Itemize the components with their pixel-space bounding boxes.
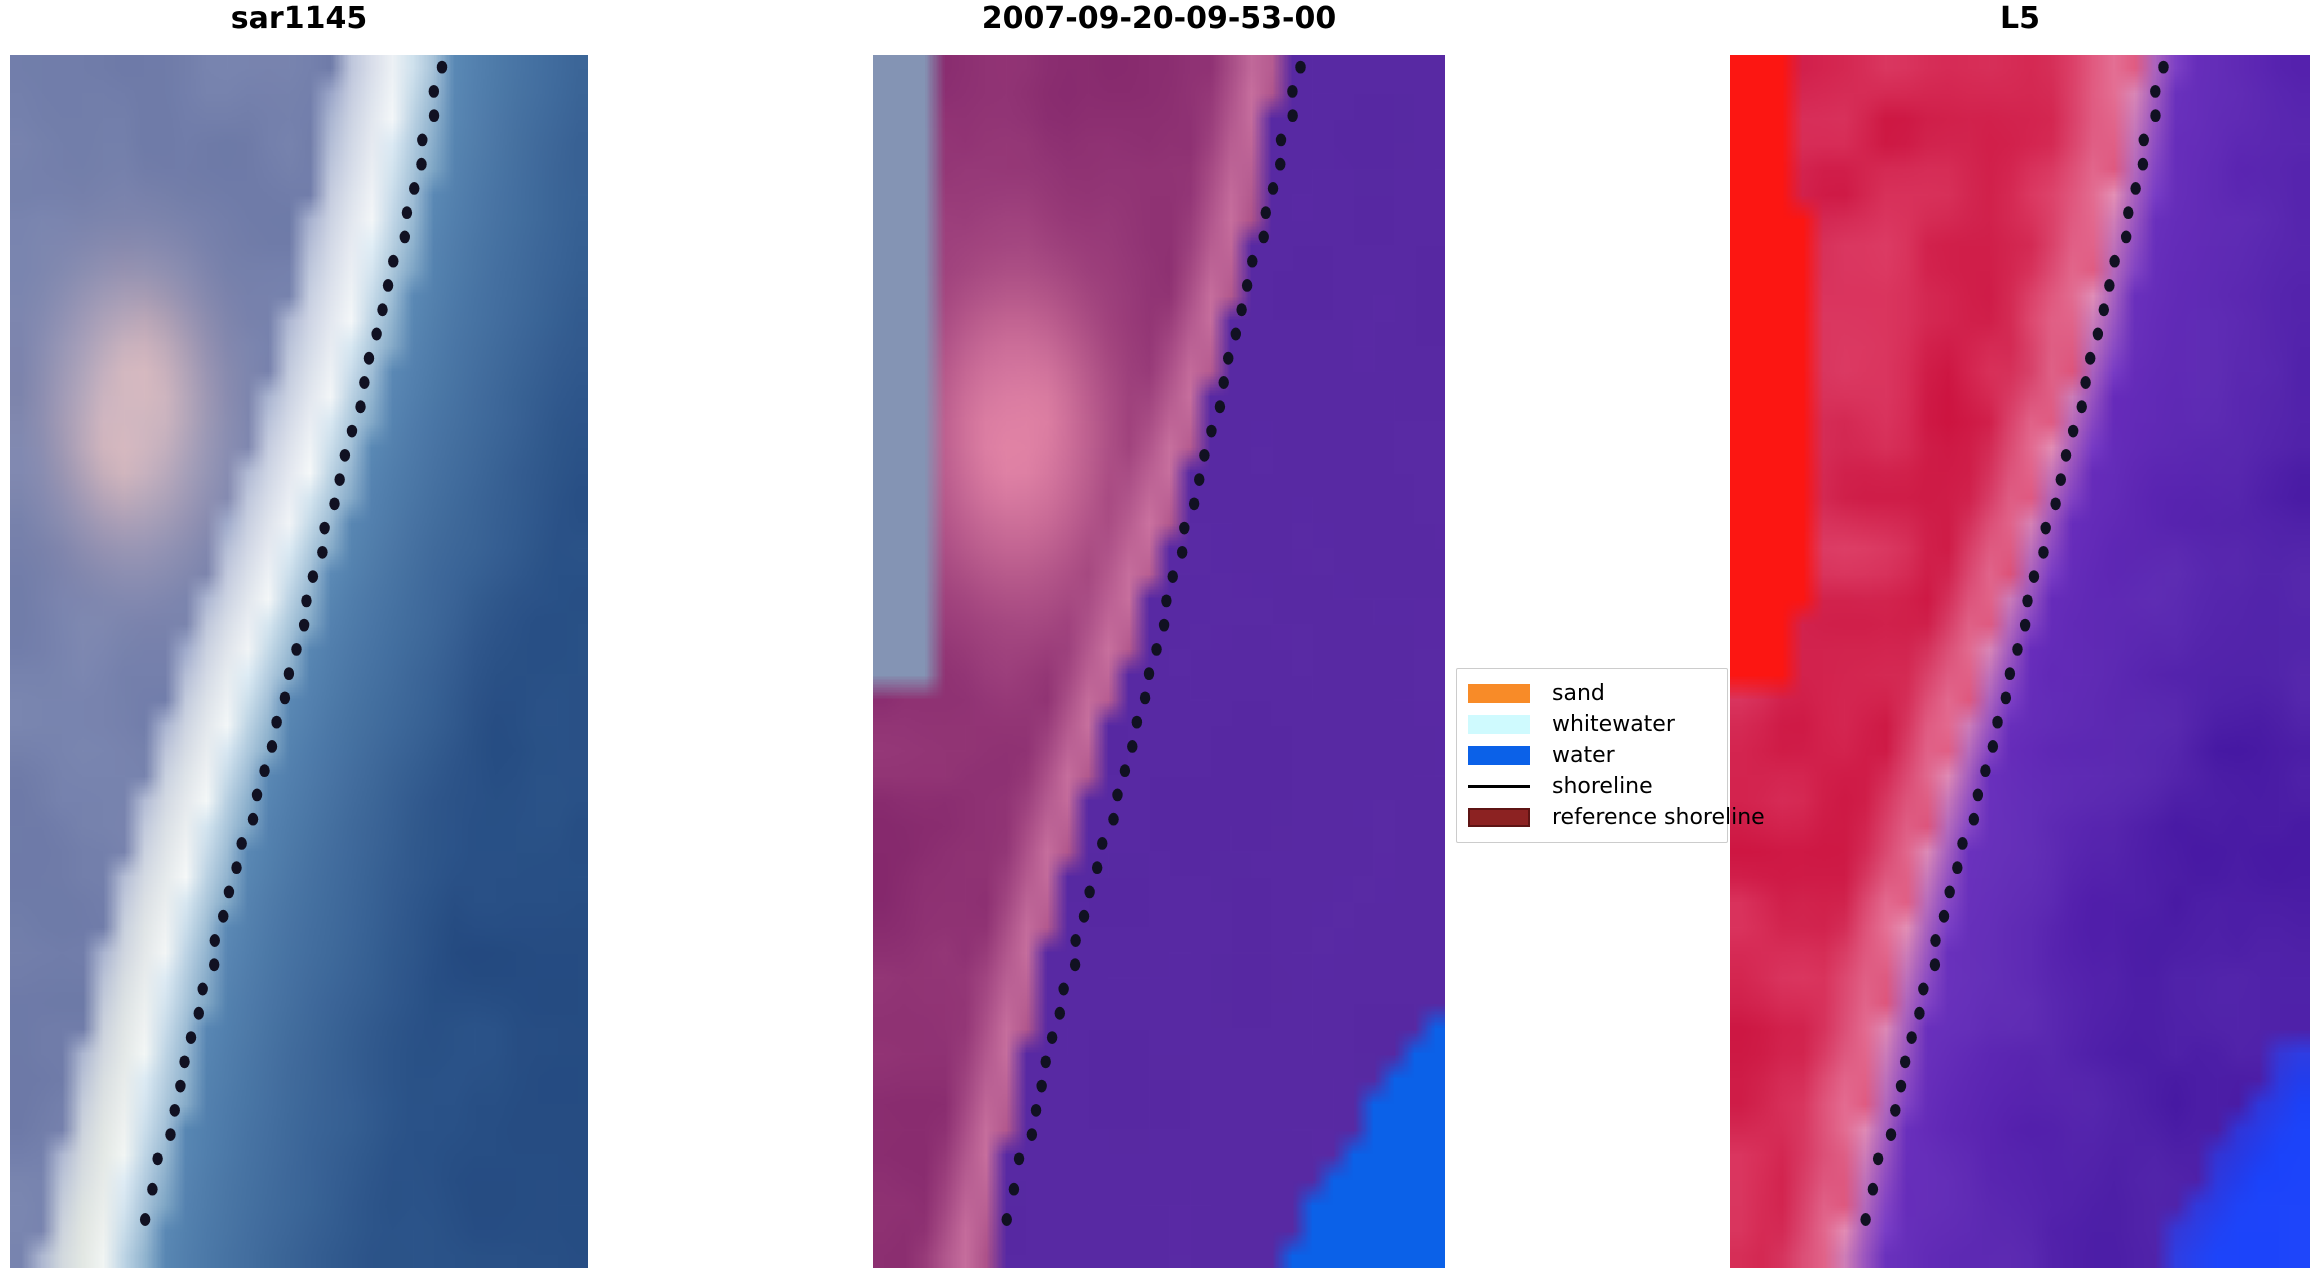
legend-item-water: water — [1468, 740, 1716, 771]
panel-image-sar[interactable] — [10, 55, 588, 1268]
legend-label-water: water — [1552, 742, 1615, 768]
shoreline-line-icon — [1468, 785, 1530, 788]
legend-label-whitewater: whitewater — [1552, 711, 1675, 737]
panel-title-classified: 2007-09-20-09-53-00 — [981, 1, 1337, 36]
legend-label-reference-shoreline: reference shoreline — [1552, 804, 1765, 830]
legend-item-reference-shoreline: reference shoreline — [1468, 802, 1765, 833]
whitewater-swatch-icon — [1468, 715, 1530, 734]
classification-canvas — [873, 55, 1445, 1268]
legend-item-whitewater: whitewater — [1468, 709, 1716, 740]
reference-shoreline-swatch-icon — [1468, 808, 1530, 827]
legend-item-shoreline: shoreline — [1468, 771, 1716, 802]
legend-label-shoreline: shoreline — [1552, 773, 1653, 799]
panel-title-l5: L5 — [2000, 1, 2040, 36]
panel-image-classified[interactable] — [873, 55, 1445, 1268]
panel-image-l5[interactable] — [1730, 55, 2310, 1268]
water-swatch-icon — [1468, 746, 1530, 765]
legend-item-sand: sand — [1468, 678, 1716, 709]
legend-label-sand: sand — [1552, 680, 1605, 706]
sand-swatch-icon — [1468, 684, 1530, 703]
l5-index-canvas — [1730, 55, 2310, 1268]
legend-box: sand whitewater water shoreline referenc… — [1456, 668, 1765, 843]
sar-rgb-canvas — [10, 55, 588, 1268]
panel-title-sar: sar1145 — [230, 1, 368, 36]
